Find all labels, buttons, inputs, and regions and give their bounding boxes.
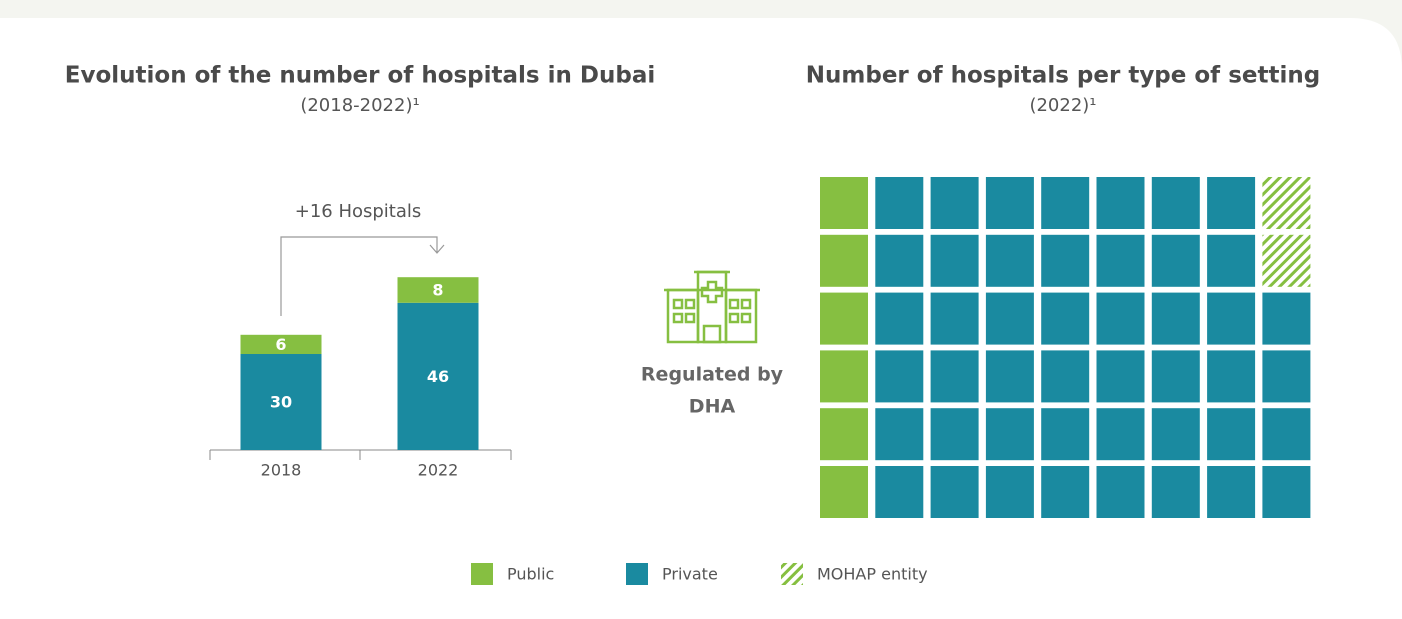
waffle-cell (875, 466, 924, 518)
waffle-cell (1151, 466, 1200, 518)
waffle-cell (930, 466, 979, 518)
waffle-cell (1262, 408, 1311, 461)
legend-swatch (471, 563, 493, 585)
bar-segment (397, 302, 479, 450)
waffle-cell (985, 234, 1034, 287)
waffle-cell (1151, 350, 1200, 403)
bar-segment (240, 334, 322, 354)
waffle-cell (1207, 350, 1256, 403)
legend-swatch (781, 563, 803, 585)
waffle-cell (930, 350, 979, 403)
waffle-cell (875, 177, 924, 229)
waffle-cell (1262, 177, 1311, 229)
waffle-cell (1207, 408, 1256, 461)
waffle-cell (875, 234, 924, 287)
value-label: 46 (427, 367, 449, 386)
waffle-cell (1151, 177, 1200, 229)
waffle-cell (985, 350, 1034, 403)
annotation: +16 Hospitals (295, 201, 422, 222)
waffle-cell (1207, 234, 1256, 287)
waffle-cell (1096, 408, 1145, 461)
waffle-cell (1041, 177, 1090, 229)
waffle-cell (1151, 408, 1200, 461)
bar-segment (397, 277, 479, 303)
chart-subtitle: (2018-2022)¹ (300, 95, 419, 116)
waffle-cell (1151, 292, 1200, 345)
waffle-cell (930, 177, 979, 229)
waffle-cell (930, 408, 979, 461)
x-tick-label: 2022 (418, 461, 459, 480)
annotation: DHA (689, 396, 736, 418)
waffle-cell (1096, 350, 1145, 403)
waffle-cell (985, 466, 1034, 518)
waffle-cell (1262, 350, 1311, 403)
waffle-cell (820, 408, 868, 461)
legend-label: MOHAP entity (817, 565, 928, 584)
legend-label: Private (662, 565, 718, 584)
value-label: 8 (432, 281, 443, 300)
waffle-cell (985, 177, 1034, 229)
waffle-cell (820, 292, 868, 345)
x-tick-label: 2018 (261, 461, 302, 480)
waffle-cell (875, 292, 924, 345)
waffle-cell (1207, 292, 1256, 345)
waffle-cell (985, 292, 1034, 345)
hospital-icon (664, 270, 760, 344)
waffle-cell (1041, 292, 1090, 345)
waffle-cell (820, 350, 868, 403)
waffle-cell (820, 177, 868, 229)
waffle-cell (875, 350, 924, 403)
bar-segment (240, 354, 322, 450)
waffle-cell (1262, 292, 1311, 345)
waffle-cell (1041, 350, 1090, 403)
waffle-cell (875, 408, 924, 461)
legend-swatch (626, 563, 648, 585)
waffle-cell (930, 234, 979, 287)
change-bracket (280, 236, 445, 316)
waffle-cell (1262, 234, 1311, 287)
chart-title: Number of hospitals per type of setting (806, 63, 1320, 89)
waffle-cell (1096, 292, 1145, 345)
waffle-cell (1262, 466, 1311, 518)
legend-label: Public (507, 565, 554, 584)
chart-title: Evolution of the number of hospitals in … (65, 63, 655, 89)
waffle-cell (820, 234, 868, 287)
annotation: Regulated by (641, 364, 784, 386)
value-label: 30 (270, 393, 292, 412)
chart-subtitle: (2022)¹ (1029, 95, 1096, 116)
waffle-cell (1151, 234, 1200, 287)
value-label: 6 (275, 335, 286, 354)
waffle-cell (1207, 177, 1256, 229)
waffle-cell (1096, 234, 1145, 287)
waffle-cell (1096, 466, 1145, 518)
waffle-cell (1207, 466, 1256, 518)
axis-ticks (209, 450, 512, 460)
waffle-cell (1041, 234, 1090, 287)
waffle-cell (820, 466, 868, 518)
waffle-cell (1096, 177, 1145, 229)
waffle-cell (985, 408, 1034, 461)
waffle-cell (1041, 466, 1090, 518)
waffle-cell (930, 292, 979, 345)
waffle-cell (1041, 408, 1090, 461)
